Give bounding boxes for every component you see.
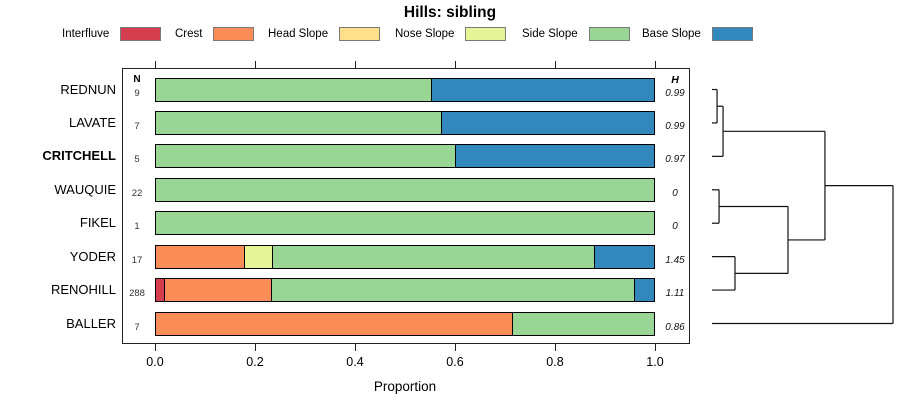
h-value: 0.99 <box>665 87 685 99</box>
h-value: 0 <box>672 221 678 233</box>
bar-segment-base-slope <box>441 110 655 135</box>
legend-swatch <box>213 27 255 41</box>
n-value: 5 <box>134 154 140 166</box>
legend-item-head-slope: Head Slope <box>268 26 381 42</box>
chart-title: Hills: sibling <box>403 4 497 21</box>
x-axis-label: Proportion <box>373 379 437 394</box>
bar-yoder <box>155 244 655 269</box>
row-label-wauquie: WAUQUIE <box>54 181 116 197</box>
row-label-renohill: RENOHILL <box>50 282 116 298</box>
n-value: 22 <box>131 187 143 199</box>
h-column-header: H <box>671 74 679 86</box>
bar-segment-base-slope <box>431 77 655 102</box>
legend-swatch <box>465 27 507 41</box>
bar-rednun <box>155 77 655 102</box>
legend-item-base-slope: Base Slope <box>642 26 753 42</box>
bar-segment-base-slope <box>634 278 655 303</box>
n-value: 1 <box>134 221 140 233</box>
h-value: 0.97 <box>665 154 685 166</box>
row-label-yoder: YODER <box>69 248 116 264</box>
x-tick-bottom <box>555 344 556 351</box>
bar-segment-side-slope <box>270 278 635 303</box>
legend-item-interfluve: Interfluve <box>62 26 162 42</box>
bar-segment-base-slope <box>594 244 655 269</box>
x-tick-bottom <box>255 344 256 351</box>
x-tick-label: 0.6 <box>446 355 464 369</box>
x-tick-bottom <box>355 344 356 351</box>
n-value: 9 <box>134 87 140 99</box>
legend-label: Nose Slope <box>395 28 455 40</box>
h-value: 0.99 <box>665 120 685 132</box>
n-value: 7 <box>134 120 140 132</box>
x-tick-top <box>355 61 356 68</box>
bar-segment-side-slope <box>155 144 456 169</box>
bar-segment-crest <box>155 244 245 269</box>
bar-segment-side-slope <box>155 110 442 135</box>
bar-wauquie <box>155 177 655 202</box>
bar-segment-side-slope <box>155 211 655 236</box>
n-value: 288 <box>129 288 145 300</box>
row-label-baller: BALLER <box>66 315 116 331</box>
x-tick-bottom <box>455 344 456 351</box>
legend-label: Side Slope <box>522 28 578 40</box>
x-tick-top <box>155 61 156 68</box>
n-value: 7 <box>134 321 140 333</box>
bar-segment-crest <box>163 278 272 303</box>
row-label-fikel: FIKEL <box>79 215 116 231</box>
bar-baller <box>155 311 655 336</box>
x-tick-label: 0.8 <box>546 355 564 369</box>
x-tick-bottom <box>155 344 156 351</box>
row-label-critchell: CRITCHELL <box>42 148 116 164</box>
plot-box <box>122 68 690 344</box>
bar-segment-crest <box>155 311 513 336</box>
x-tick-label: 0.4 <box>346 355 364 369</box>
x-tick-top <box>455 61 456 68</box>
bar-segment-side-slope <box>271 244 595 269</box>
h-value: 1.45 <box>665 254 685 266</box>
legend-swatch <box>711 27 753 41</box>
row-label-rednun: REDNUN <box>60 81 116 97</box>
x-tick-top <box>655 61 656 68</box>
legend-item-crest: Crest <box>175 26 255 42</box>
x-tick-bottom <box>655 344 656 351</box>
h-value: 0.86 <box>665 321 685 333</box>
legend-label: Head Slope <box>268 28 329 40</box>
x-tick-top <box>555 61 556 68</box>
bar-segment-side-slope <box>155 177 655 202</box>
legend-label: Crest <box>175 28 203 40</box>
legend-swatch <box>588 27 630 41</box>
legend-swatch <box>120 27 162 41</box>
bar-critchell <box>155 144 655 169</box>
x-tick-label: 0.0 <box>146 355 164 369</box>
legend-item-nose-slope: Nose Slope <box>395 26 507 42</box>
bar-lavate <box>155 110 655 135</box>
dendrogram <box>712 88 894 325</box>
bar-fikel <box>155 211 655 236</box>
h-value: 1.11 <box>665 288 685 300</box>
bar-segment-side-slope <box>155 77 432 102</box>
legend-item-side-slope: Side Slope <box>522 26 630 42</box>
legend-swatch <box>339 27 381 41</box>
h-value: 0 <box>672 187 678 199</box>
n-column-header: N <box>133 74 141 85</box>
bar-segment-nose-slope <box>244 244 273 269</box>
legend-label: Interfluve <box>62 28 110 40</box>
legend-label: Base Slope <box>642 28 701 40</box>
bar-segment-base-slope <box>455 144 655 169</box>
bar-segment-side-slope <box>512 311 655 336</box>
bar-renohill <box>155 278 655 303</box>
x-tick-label: 1.0 <box>646 355 664 369</box>
row-label-lavate: LAVATE <box>69 114 116 130</box>
n-value: 17 <box>131 254 143 266</box>
x-tick-top <box>255 61 256 68</box>
x-tick-label: 0.2 <box>246 355 264 369</box>
